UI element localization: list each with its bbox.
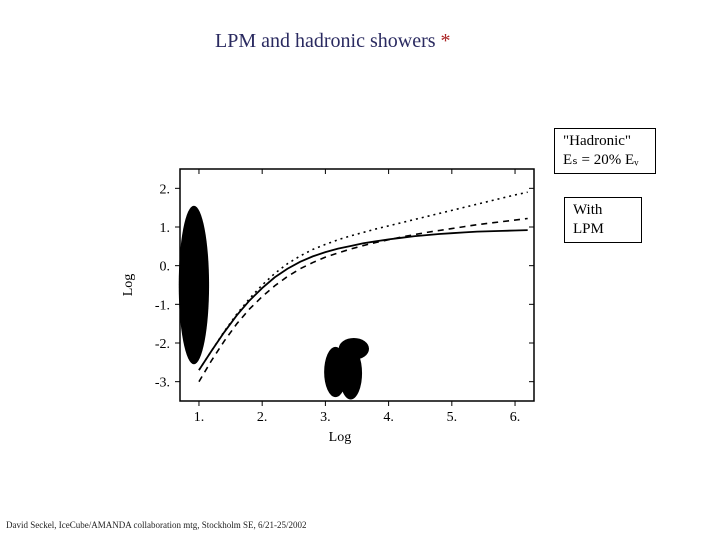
chart: 1. 2. 3. 4. 5. 6. -3. -2. -1. 0. 1. 2. Log Log bbox=[114, 155, 544, 445]
svg-text:2.: 2. bbox=[257, 410, 268, 425]
page-title: LPM and hadronic showers * bbox=[215, 30, 451, 53]
hadronic-line1: "Hadronic" bbox=[563, 132, 647, 151]
svg-text:-1.: -1. bbox=[155, 298, 170, 313]
svg-text:1.: 1. bbox=[194, 410, 205, 425]
svg-text:2.: 2. bbox=[160, 182, 171, 197]
hadronic-line2: Eₛ = 20% Eᵥ bbox=[563, 151, 647, 170]
with-lpm-label: With LPM bbox=[573, 202, 604, 237]
with-lpm-box: With LPM bbox=[564, 197, 642, 243]
footer-text: David Seckel, IceCube/AMANDA collaborati… bbox=[6, 520, 306, 530]
svg-text:Log: Log bbox=[121, 274, 136, 297]
svg-text:0.: 0. bbox=[160, 260, 171, 275]
svg-text:-2.: -2. bbox=[155, 337, 170, 352]
hadronic-annotation-box: "Hadronic" Eₛ = 20% Eᵥ bbox=[554, 128, 656, 174]
svg-text:5.: 5. bbox=[447, 410, 458, 425]
svg-text:Log: Log bbox=[329, 430, 352, 445]
svg-text:-3.: -3. bbox=[155, 376, 170, 391]
svg-text:3.: 3. bbox=[320, 410, 331, 425]
svg-text:4.: 4. bbox=[383, 410, 394, 425]
title-star: * bbox=[441, 30, 451, 52]
title-text: LPM and hadronic showers bbox=[215, 30, 441, 52]
svg-text:6.: 6. bbox=[510, 410, 521, 425]
svg-text:1.: 1. bbox=[160, 221, 171, 236]
chart-svg: 1. 2. 3. 4. 5. 6. -3. -2. -1. 0. 1. 2. Log Log bbox=[114, 155, 544, 445]
